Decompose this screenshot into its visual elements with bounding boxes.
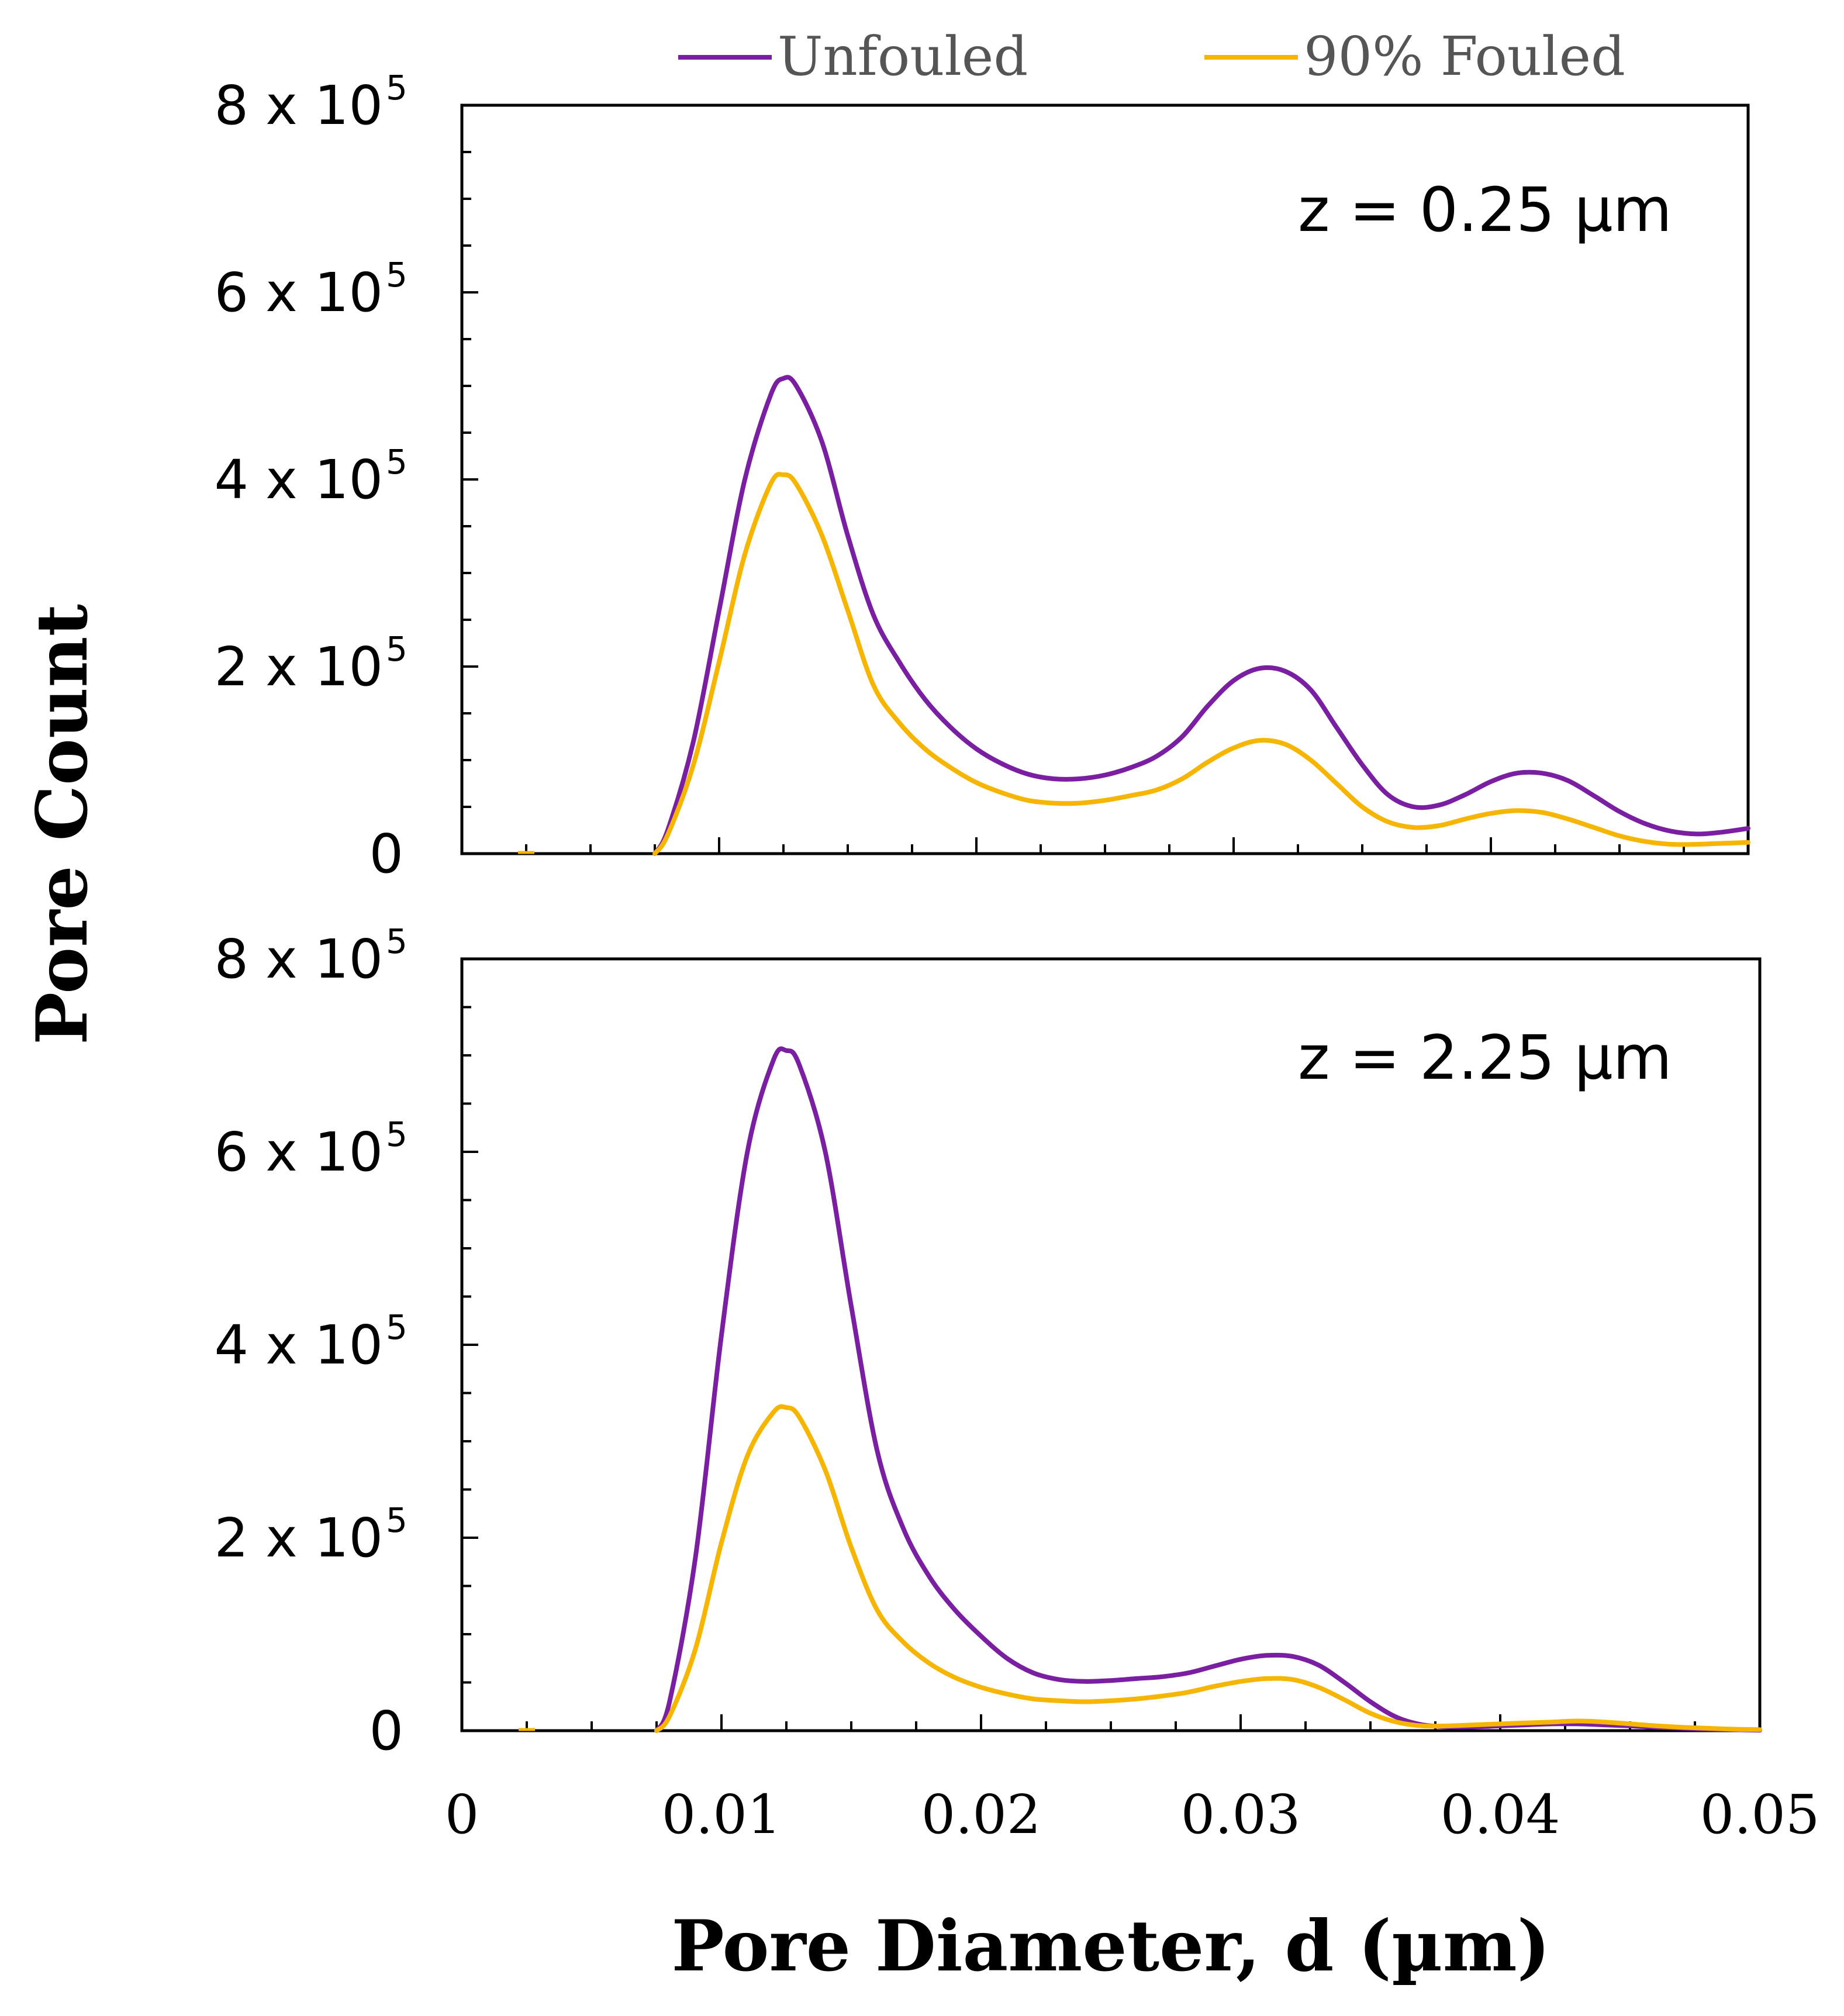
- bottom-panel: 02 x 10 54 x 10 56 x 10 58 x 10 5 0 0.01 0.02 0…: [214, 921, 1819, 1846]
- series-line-90-fouled: [654, 1404, 1762, 1733]
- y-tick-label: 6 x 10: [214, 1121, 383, 1183]
- y-tick-label: 6 x 10: [214, 261, 383, 324]
- y-tick-exponent: 5: [386, 442, 408, 482]
- y-tick-exponent: 5: [386, 68, 408, 108]
- x-tick-label: 0.04: [1441, 1783, 1560, 1846]
- y-tick-exponent: 5: [386, 255, 408, 295]
- x-tick-label: 0.01: [662, 1783, 782, 1846]
- series-line-90-fouled: [652, 472, 1750, 856]
- y-tick-label: 4 x 10: [214, 1314, 383, 1376]
- top-ticks: [461, 104, 1749, 855]
- bottom-series: [519, 1046, 1762, 1733]
- x-tick-label: 0.05: [1700, 1783, 1820, 1846]
- y-tick-label: 0: [369, 1700, 403, 1762]
- bottom-y-tick-labels: 02 x 10 54 x 10 56 x 10 58 x 10 5: [214, 921, 407, 1762]
- top-series: [518, 375, 1750, 856]
- y-tick-exponent: 5: [386, 1500, 408, 1540]
- x-tick-label: 0.03: [1181, 1783, 1301, 1846]
- x-tick-label: 0.02: [921, 1783, 1041, 1846]
- y-tick-label: 2 x 10: [214, 1507, 383, 1569]
- y-tick-exponent: 5: [386, 629, 408, 669]
- top-y-tick-labels: 02 x 10 54 x 10 56 x 10 58 x 10 5: [214, 68, 407, 885]
- top-annotation: z = 0.25 µm: [1298, 174, 1672, 246]
- bottom-annotation: z = 2.25 µm: [1298, 1022, 1672, 1093]
- top-panel: 02 x 10 54 x 10 56 x 10 58 x 10 5 z = 0.25 µ…: [214, 68, 1750, 885]
- y-tick-label: 8 x 10: [214, 928, 383, 990]
- x-axis-title: Pore Diameter, d (µm): [672, 1905, 1551, 1987]
- y-tick-label: 8 x 10: [214, 74, 383, 137]
- y-tick-label: 0: [369, 823, 403, 885]
- x-tick-labels: 0 0.01 0.02 0.03 0.04 0.05: [445, 1783, 1820, 1846]
- series-line-unfouled: [654, 1046, 1762, 1733]
- y-tick-label: 4 x 10: [214, 448, 383, 511]
- legend-label-fouled: 90% Fouled: [1304, 25, 1625, 88]
- y-tick-label: 2 x 10: [214, 636, 383, 698]
- legend-label-unfouled: Unfouled: [778, 25, 1028, 88]
- legend: Unfouled 90% Fouled: [678, 25, 1625, 88]
- y-tick-exponent: 5: [386, 921, 408, 961]
- series-line-unfouled: [652, 375, 1750, 856]
- y-axis-title: Pore Count: [21, 604, 103, 1045]
- y-tick-exponent: 5: [386, 1114, 408, 1154]
- x-tick-label: 0: [445, 1783, 479, 1846]
- y-tick-exponent: 5: [386, 1307, 408, 1347]
